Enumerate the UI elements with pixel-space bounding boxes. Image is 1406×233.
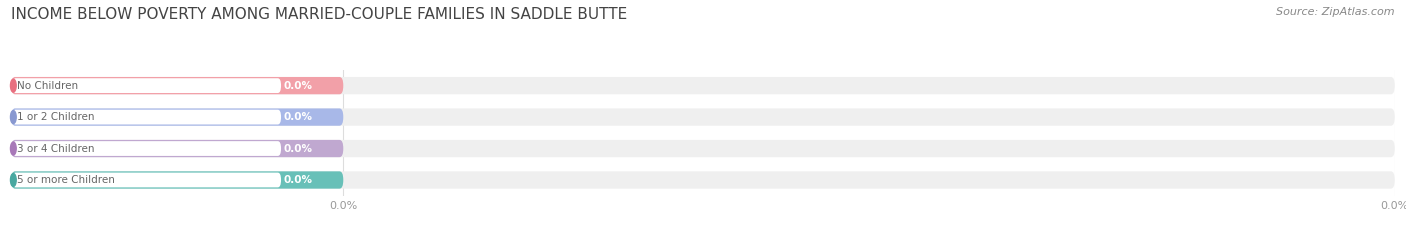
FancyBboxPatch shape	[11, 108, 1395, 126]
FancyBboxPatch shape	[11, 171, 343, 189]
Text: No Children: No Children	[17, 81, 77, 91]
FancyBboxPatch shape	[11, 77, 1395, 94]
Text: INCOME BELOW POVERTY AMONG MARRIED-COUPLE FAMILIES IN SADDLE BUTTE: INCOME BELOW POVERTY AMONG MARRIED-COUPL…	[11, 7, 627, 22]
FancyBboxPatch shape	[13, 110, 281, 124]
Circle shape	[10, 174, 17, 186]
FancyBboxPatch shape	[11, 140, 343, 157]
FancyBboxPatch shape	[13, 141, 281, 156]
FancyBboxPatch shape	[11, 140, 1395, 157]
Text: 0.0%: 0.0%	[284, 175, 314, 185]
Circle shape	[10, 79, 17, 92]
FancyBboxPatch shape	[13, 78, 281, 93]
Text: 3 or 4 Children: 3 or 4 Children	[17, 144, 94, 154]
Text: 0.0%: 0.0%	[284, 112, 314, 122]
FancyBboxPatch shape	[11, 77, 343, 94]
Circle shape	[10, 142, 17, 155]
Text: 0.0%: 0.0%	[284, 144, 314, 154]
Circle shape	[10, 111, 17, 123]
FancyBboxPatch shape	[11, 171, 1395, 189]
FancyBboxPatch shape	[13, 173, 281, 187]
Text: 1 or 2 Children: 1 or 2 Children	[17, 112, 94, 122]
FancyBboxPatch shape	[11, 108, 343, 126]
Text: 0.0%: 0.0%	[284, 81, 314, 91]
Text: Source: ZipAtlas.com: Source: ZipAtlas.com	[1277, 7, 1395, 17]
Text: 5 or more Children: 5 or more Children	[17, 175, 114, 185]
